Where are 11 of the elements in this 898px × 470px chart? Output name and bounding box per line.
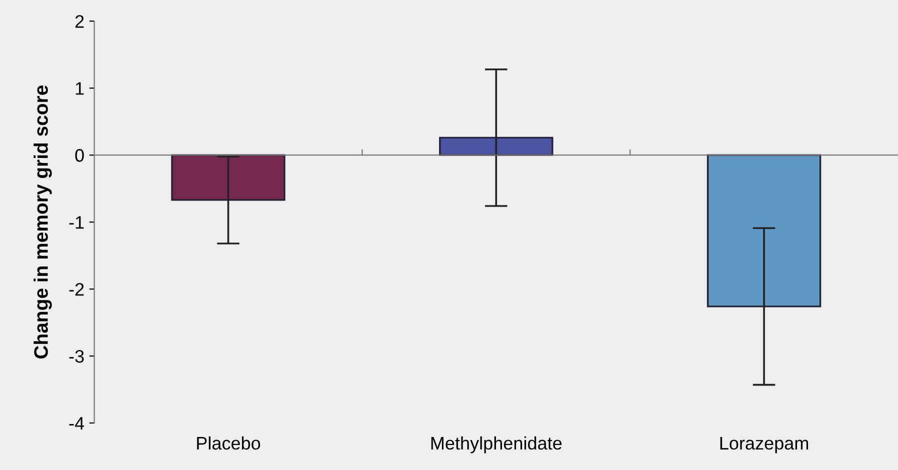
y-tick-label: -2 bbox=[69, 282, 84, 296]
y-tick-label: 1 bbox=[76, 82, 84, 95]
x-tick-label: Placebo bbox=[197, 436, 260, 450]
y-tick-label: 2 bbox=[75, 15, 84, 28]
x-tick-label: Methylphenidate bbox=[431, 436, 562, 454]
y-axis-title: Change in memory grid score bbox=[34, 86, 52, 358]
y-tick-label: -3 bbox=[69, 350, 84, 363]
x-tick-label: Lorazepam bbox=[720, 437, 808, 454]
y-tick-label: -1 bbox=[69, 216, 84, 229]
y-tick-label: 0 bbox=[75, 149, 84, 162]
y-tick-label: -4 bbox=[69, 417, 84, 430]
